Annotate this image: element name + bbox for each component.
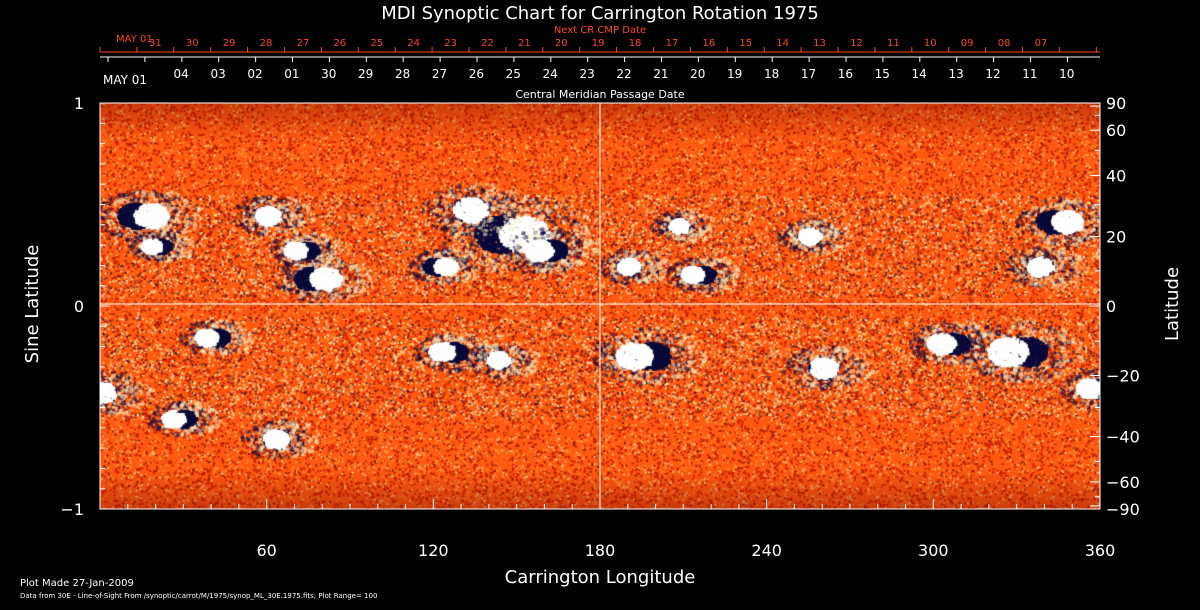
cmp-date-label: 14 bbox=[912, 67, 927, 81]
cmp-date-start-label: MAY 01 bbox=[103, 73, 147, 87]
plot-made-label: Plot Made 27-Jan-2009 bbox=[20, 578, 134, 589]
cmp-date-label: 11 bbox=[1022, 67, 1037, 81]
next-cr-date-label: 17 bbox=[666, 38, 679, 49]
next-cr-date-label: 24 bbox=[407, 38, 420, 49]
next-cr-axis-label: Next CR CMP Date bbox=[554, 25, 646, 36]
left-axis-title: Sine Latitude bbox=[22, 245, 43, 364]
latitude-tick-label: 90 bbox=[1106, 94, 1126, 113]
data-source-label: Data from 30E - Line-of-Sight From /syno… bbox=[20, 592, 378, 600]
cmp-date-label: 30 bbox=[321, 67, 336, 81]
sine-latitude-tick-label: 1 bbox=[74, 94, 84, 113]
sine-latitude-tick-label: −1 bbox=[60, 500, 84, 519]
next-cr-date-label: 15 bbox=[739, 38, 752, 49]
next-cr-date-label: 08 bbox=[998, 38, 1011, 49]
next-cr-date-label: 07 bbox=[1035, 38, 1048, 49]
next-cr-date-label: 12 bbox=[850, 38, 863, 49]
longitude-tick-label: 300 bbox=[918, 541, 949, 560]
next-cr-date-label: 11 bbox=[887, 38, 900, 49]
latitude-tick-label: −40 bbox=[1106, 427, 1140, 446]
longitude-tick-label: 240 bbox=[751, 541, 782, 560]
next-cr-date-label: 26 bbox=[333, 38, 346, 49]
cmp-date-label: 28 bbox=[395, 67, 410, 81]
cmp-date-label: 10 bbox=[1059, 67, 1074, 81]
next-cr-date-label: 30 bbox=[186, 38, 199, 49]
right-axis-title: Latitude bbox=[1162, 267, 1183, 341]
next-cr-date-label: 31 bbox=[149, 38, 162, 49]
next-cr-date-label: 23 bbox=[444, 38, 457, 49]
cmp-date-label: 20 bbox=[690, 67, 705, 81]
cmp-date-label: 27 bbox=[432, 67, 447, 81]
latitude-tick-label: 20 bbox=[1106, 228, 1126, 247]
next-cr-date-label: 19 bbox=[592, 38, 605, 49]
cmp-date-label: 21 bbox=[653, 67, 668, 81]
next-cr-date-label: 14 bbox=[776, 38, 789, 49]
next-cr-date-label: 13 bbox=[813, 38, 826, 49]
cmp-date-label: 13 bbox=[948, 67, 963, 81]
cmp-date-label: 23 bbox=[579, 67, 594, 81]
cmp-date-label: 18 bbox=[764, 67, 779, 81]
cmp-date-label: 01 bbox=[284, 67, 299, 81]
cmp-date-label: 16 bbox=[838, 67, 853, 81]
cmp-date-label: 02 bbox=[247, 67, 262, 81]
cmp-date-label: 22 bbox=[616, 67, 631, 81]
next-cr-date-label: 27 bbox=[297, 38, 310, 49]
longitude-tick-label: 60 bbox=[256, 541, 276, 560]
latitude-tick-label: −90 bbox=[1106, 500, 1140, 519]
next-cr-date-label: 25 bbox=[370, 38, 383, 49]
next-cr-axis: Next CR CMP Date MAY 01 31 30 29 28 27 26 25 24… bbox=[99, 25, 1100, 53]
next-cr-date-label: 22 bbox=[481, 38, 494, 49]
next-cr-date-label: 21 bbox=[518, 38, 531, 49]
cmp-date-axis-label: Central Meridian Passage Date bbox=[515, 88, 684, 101]
next-cr-date-label: 28 bbox=[260, 38, 273, 49]
cmp-date-label: 17 bbox=[801, 67, 816, 81]
cmp-date-label: 24 bbox=[543, 67, 558, 81]
cmp-date-label: 03 bbox=[210, 67, 225, 81]
longitude-tick-label: 180 bbox=[585, 541, 616, 560]
longitude-tick-label: 120 bbox=[418, 541, 449, 560]
next-cr-date-label: 29 bbox=[223, 38, 236, 49]
latitude-axis: 90 60 40 20 0 −20 −40 −60 −90 bbox=[1090, 94, 1140, 519]
longitude-tick-label: 360 bbox=[1085, 541, 1116, 560]
latitude-tick-label: 60 bbox=[1106, 121, 1126, 140]
cmp-date-label: 04 bbox=[174, 67, 189, 81]
cmp-date-label: 12 bbox=[985, 67, 1000, 81]
cmp-date-label: 19 bbox=[727, 67, 742, 81]
latitude-tick-label: −20 bbox=[1106, 366, 1140, 385]
cmp-date-label: 25 bbox=[506, 67, 521, 81]
sine-latitude-tick-label: 0 bbox=[74, 297, 84, 316]
latitude-tick-label: 0 bbox=[1106, 297, 1116, 316]
next-cr-start-label: MAY 01 bbox=[116, 34, 153, 45]
cmp-date-label: 15 bbox=[875, 67, 890, 81]
longitude-axis: 60 120 180 240 300 360 bbox=[127, 499, 1116, 560]
next-cr-date-label: 09 bbox=[961, 38, 974, 49]
cmp-date-label: 29 bbox=[358, 67, 373, 81]
chart-title: MDI Synoptic Chart for Carrington Rotati… bbox=[381, 3, 819, 24]
next-cr-date-label: 18 bbox=[629, 38, 642, 49]
cmp-date-axis: MAY 01 Central Meridian Passage Date 04 0… bbox=[100, 56, 1100, 101]
next-cr-date-label: 20 bbox=[555, 38, 568, 49]
next-cr-date-label: 10 bbox=[924, 38, 937, 49]
x-axis-title: Carrington Longitude bbox=[505, 567, 696, 588]
sine-latitude-axis: 1 0 −1 bbox=[60, 94, 110, 519]
latitude-tick-label: 40 bbox=[1106, 167, 1126, 186]
latitude-tick-label: −60 bbox=[1106, 473, 1140, 492]
next-cr-date-label: 16 bbox=[702, 38, 715, 49]
cmp-date-label: 26 bbox=[469, 67, 484, 81]
